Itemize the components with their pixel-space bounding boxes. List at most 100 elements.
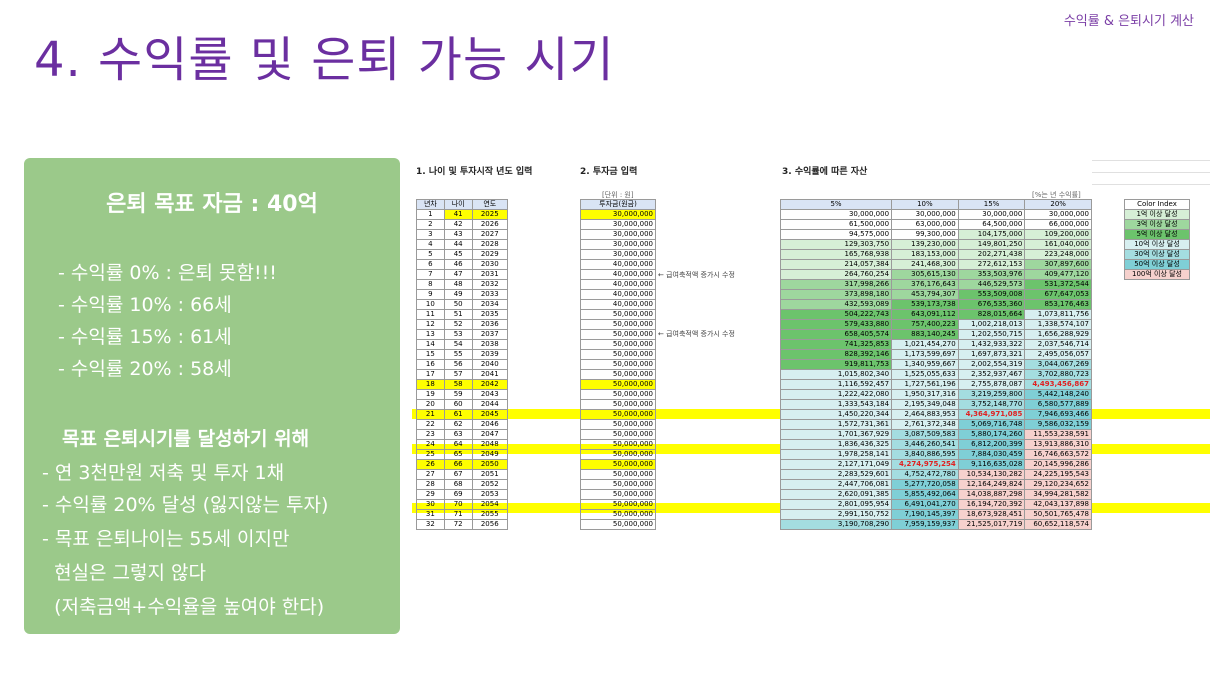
table-row: 264,760,254 305,615,130 353,503,976 409,477…: [779, 269, 1092, 280]
cell-age: 45: [443, 249, 473, 260]
cell-asset: 677,647,053: [1024, 289, 1092, 300]
cell-n: 9: [416, 289, 445, 300]
point-5: (저축금액+수익율을 높여야 한다): [42, 596, 325, 618]
section-assets-title: 3. 수익률에 따른 자산: [782, 167, 868, 177]
investment-table: 투자금(원금) 30,000,000 30,000,000 30,000,000 30…: [580, 199, 656, 530]
table-row: 50,000,000: [580, 469, 656, 480]
cell-asset: 3,219,259,800: [957, 389, 1026, 400]
table-row: 50,000,000: [580, 519, 656, 530]
cell-asset: 2,195,349,048: [891, 399, 959, 410]
cell-investment: 50,000,000: [580, 489, 656, 500]
table-row: 28 68 2052: [416, 479, 509, 490]
table-row: 30,000,000: [580, 229, 656, 240]
cell-asset: 30,000,000: [891, 209, 959, 220]
color-index-title: Color Index: [1124, 199, 1190, 210]
cell-asset: 1,021,454,270: [891, 339, 959, 350]
cell-n: 8: [416, 279, 445, 290]
cell-investment: 30,000,000: [580, 239, 656, 250]
cell-age: 50: [443, 299, 473, 310]
col-header-5: 5%: [779, 199, 893, 210]
point-2: - 수익률 20% 달성 (잃지않는 투자): [42, 494, 329, 516]
cell-n: 14: [416, 339, 445, 350]
cell-asset: 676,535,360: [957, 299, 1026, 310]
cell-year: 2056: [471, 519, 509, 530]
cell-investment: 30,000,000: [580, 219, 656, 230]
unit-label: [단위 : 원]: [602, 191, 634, 199]
cell-asset: 165,768,938: [779, 249, 893, 260]
table-row: 29 69 2053: [416, 489, 509, 500]
cell-asset: 1,340,959,667: [891, 359, 959, 370]
cell-n: 11: [416, 309, 445, 320]
point-4: 현실은 그렇지 않다: [42, 562, 206, 584]
cell-asset: 2,620,091,385: [779, 489, 893, 500]
cell-asset: 3,840,886,595: [891, 449, 959, 460]
table-row: 30,000,000: [580, 239, 656, 250]
cell-asset: 9,586,032,159: [1024, 419, 1092, 430]
col-header-20: 20%: [1024, 199, 1092, 210]
table-row: 18 58 2042: [416, 379, 509, 390]
cell-year: 2032: [471, 279, 509, 290]
cell-asset: 1,002,218,013: [957, 319, 1026, 330]
cell-asset: 1,015,802,340: [779, 369, 893, 380]
cell-asset: 183,153,000: [891, 249, 959, 260]
table-row: 3 43 2027: [416, 229, 509, 240]
cell-investment: 50,000,000: [580, 499, 656, 510]
cell-age: 59: [443, 389, 473, 400]
cell-asset: 1,333,543,184: [779, 399, 893, 410]
cell-asset: 2,037,546,714: [1024, 339, 1092, 350]
cell-year: 2030: [471, 259, 509, 270]
cell-investment: 40,000,000: [580, 259, 656, 270]
table-row: 19 59 2043: [416, 389, 509, 400]
cell-asset: 149,801,250: [957, 239, 1026, 250]
table-row: 40,000,000: [580, 259, 656, 270]
cell-investment: 50,000,000: [580, 349, 656, 360]
cell-asset: 2,352,937,467: [957, 369, 1026, 380]
cell-age: 55: [443, 349, 473, 360]
cell-asset: 109,200,000: [1024, 229, 1092, 240]
color-index-row: 10억 이상 달성: [1124, 239, 1190, 250]
rate-line-10: - 수익률 10% : 66세: [58, 294, 232, 316]
cell-year: 2035: [471, 309, 509, 320]
table-row: 1,222,422,080 1,950,317,316 3,219,259,800 5…: [779, 389, 1092, 400]
cell-asset: 1,572,731,361: [779, 419, 893, 430]
cell-asset: 1,727,561,196: [891, 379, 959, 390]
cell-age: 44: [443, 239, 473, 250]
cell-asset: 16,194,720,392: [957, 499, 1026, 510]
table-row: 50,000,000: [580, 329, 656, 340]
cell-asset: 9,116,635,028: [957, 459, 1026, 470]
cell-year: 2039: [471, 349, 509, 360]
cell-asset: 1,978,258,141: [779, 449, 893, 460]
cell-n: 30: [416, 499, 445, 510]
cell-investment: 40,000,000: [580, 269, 656, 280]
cell-asset: 24,225,195,543: [1024, 469, 1092, 480]
cell-asset: 272,612,153: [957, 259, 1026, 270]
cell-asset: 2,755,878,087: [957, 379, 1026, 390]
cell-asset: 853,176,463: [1024, 299, 1092, 310]
cell-asset: 264,760,254: [779, 269, 893, 280]
table-row: 2,447,706,081 5,277,720,058 12,164,249,824…: [779, 479, 1092, 490]
cell-n: 22: [416, 419, 445, 430]
table-row: 1,333,543,184 2,195,349,048 3,752,148,770 6…: [779, 399, 1092, 410]
cell-asset: 214,057,384: [779, 259, 893, 270]
table-row: 8 48 2032: [416, 279, 509, 290]
note-2: ← 급여축적액 증가시 수정: [658, 330, 735, 338]
cell-year: 2049: [471, 449, 509, 460]
cell-investment: 50,000,000: [580, 409, 656, 420]
cell-age: 67: [443, 469, 473, 480]
cell-n: 17: [416, 369, 445, 380]
cell-year: 2040: [471, 359, 509, 370]
cell-age: 51: [443, 309, 473, 320]
cell-asset: 1,073,811,756: [1024, 309, 1092, 320]
cell-asset: 241,468,300: [891, 259, 959, 270]
cell-asset: 64,500,000: [957, 219, 1026, 230]
cell-age: 47: [443, 269, 473, 280]
cell-asset: 12,164,249,824: [957, 479, 1026, 490]
cell-asset: 1,701,367,929: [779, 429, 893, 440]
table-row: 30 70 2054: [416, 499, 509, 510]
table-row: 50,000,000: [580, 499, 656, 510]
cell-investment: 50,000,000: [580, 339, 656, 350]
table-row: 214,057,384 241,468,300 272,612,153 307,897…: [779, 259, 1092, 270]
cell-asset: 11,553,238,591: [1024, 429, 1092, 440]
table-row: 50,000,000: [580, 409, 656, 420]
cell-investment: 50,000,000: [580, 429, 656, 440]
